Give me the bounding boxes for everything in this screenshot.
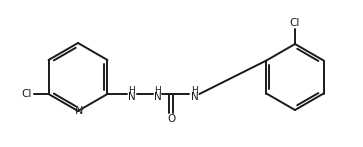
Text: N: N	[191, 91, 198, 101]
Text: H: H	[128, 86, 135, 95]
Text: N: N	[75, 106, 83, 116]
Text: Cl: Cl	[290, 18, 300, 28]
Text: N: N	[154, 91, 161, 101]
Text: H: H	[191, 86, 198, 95]
Text: N: N	[127, 91, 135, 101]
Text: H: H	[154, 86, 161, 95]
Text: Cl: Cl	[21, 89, 32, 99]
Text: O: O	[167, 114, 176, 124]
